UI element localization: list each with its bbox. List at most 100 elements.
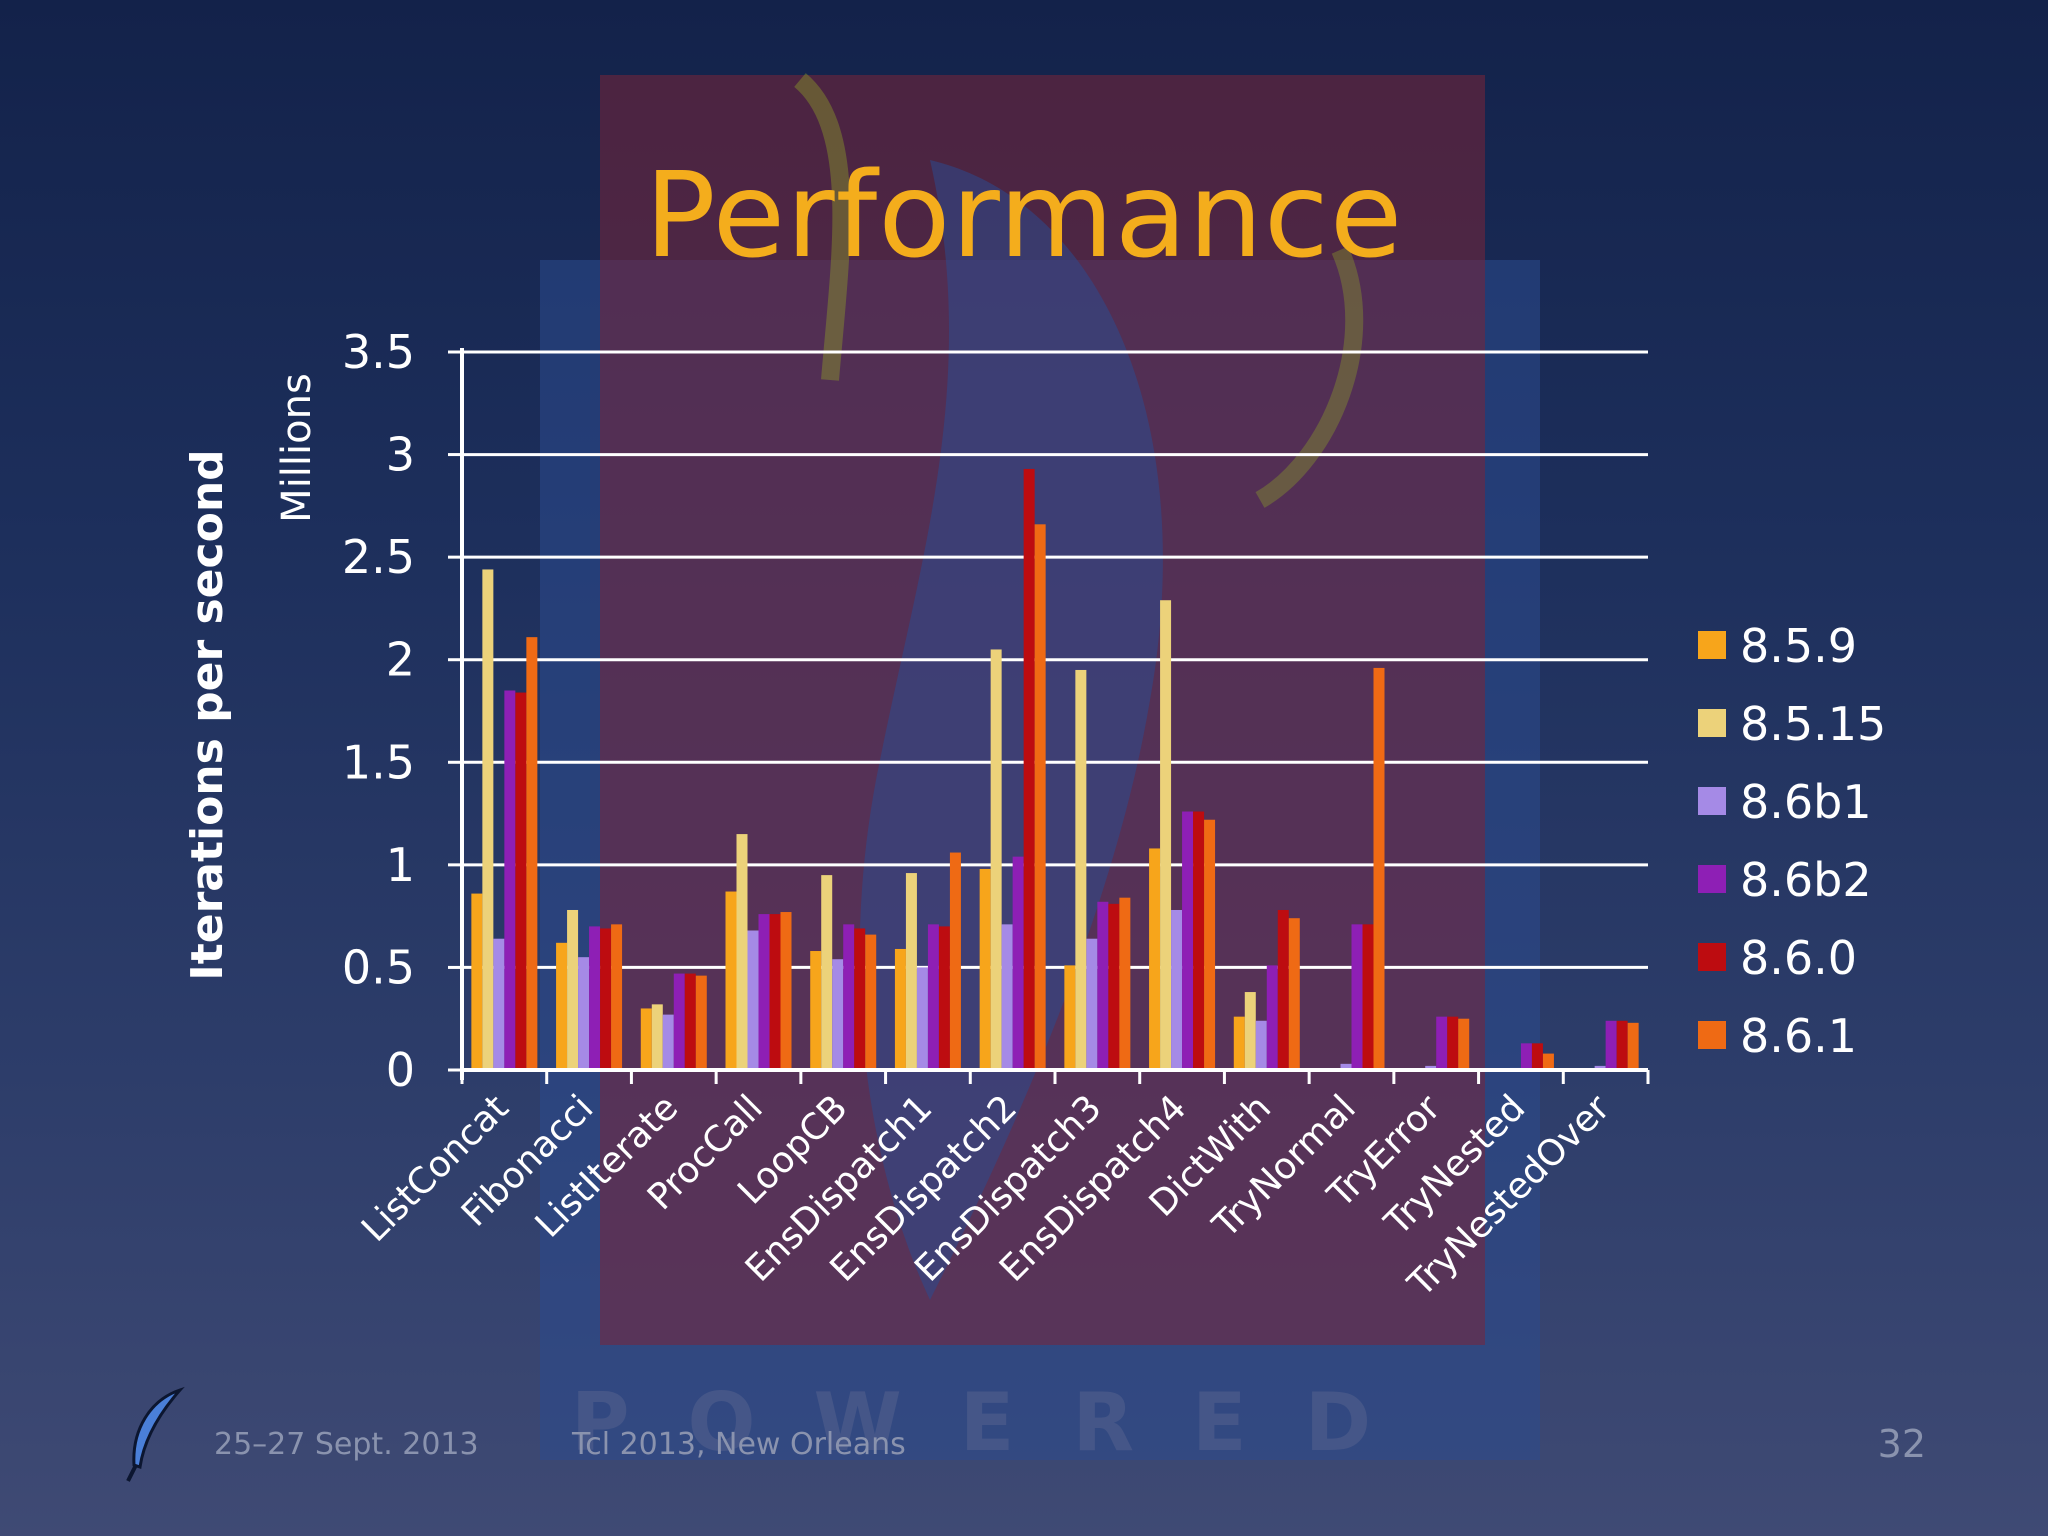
bar	[747, 930, 759, 1070]
y-tick-label: 3	[386, 428, 415, 482]
bar	[905, 873, 917, 1070]
bar	[1086, 938, 1098, 1070]
bar	[1288, 918, 1300, 1070]
y-tick-label: 1.5	[342, 735, 415, 789]
bar	[894, 948, 906, 1070]
bar	[482, 569, 494, 1070]
bar	[758, 914, 770, 1070]
y-tick-label: 2	[386, 633, 415, 687]
legend-swatch	[1698, 865, 1726, 893]
bar	[1064, 965, 1076, 1070]
bar	[979, 868, 991, 1070]
legend-label: 8.5.15	[1740, 697, 1886, 751]
bar	[695, 975, 707, 1070]
bar	[1255, 1020, 1267, 1070]
bar	[1204, 819, 1216, 1070]
y-axis-title: Iterations per second	[182, 449, 233, 980]
y-tick-label: 0.5	[342, 940, 415, 994]
bar	[725, 891, 737, 1070]
legend-swatch	[1698, 631, 1726, 659]
bar	[1351, 924, 1363, 1070]
bar	[1531, 1043, 1543, 1070]
bar	[1594, 1065, 1606, 1070]
bar	[854, 928, 866, 1070]
legend-label: 8.5.9	[1740, 619, 1857, 673]
bar	[780, 912, 792, 1070]
bar	[1244, 992, 1256, 1070]
slide-title: Performance	[644, 146, 1404, 284]
bar	[1458, 1018, 1470, 1070]
bar	[1193, 811, 1205, 1070]
bar	[927, 924, 939, 1070]
bar	[526, 637, 538, 1070]
legend-swatch	[1698, 709, 1726, 737]
bar	[1542, 1053, 1554, 1070]
bar	[1362, 924, 1374, 1070]
bar	[600, 928, 612, 1070]
legend-label: 8.6b2	[1740, 853, 1872, 907]
bar	[769, 914, 781, 1070]
bar	[843, 924, 855, 1070]
bar	[567, 909, 579, 1070]
bar	[1034, 524, 1046, 1070]
watermark-green-stroke-2	[1255, 246, 1364, 508]
legend-label: 8.6.0	[1740, 931, 1857, 985]
bar	[1075, 669, 1087, 1070]
legend: 8.5.9 8.5.15 8.6b1 8.6b2 8.6.0 8.6.1	[1698, 619, 1886, 1063]
bar	[1425, 1065, 1437, 1070]
bar	[1373, 667, 1385, 1070]
bar	[1340, 1063, 1352, 1070]
legend-swatch	[1698, 943, 1726, 971]
bar	[662, 1014, 674, 1070]
bar	[673, 973, 685, 1070]
bar	[1447, 1016, 1459, 1070]
bar	[865, 934, 877, 1070]
bar	[1520, 1043, 1532, 1070]
y-tick-label: 0	[386, 1043, 415, 1097]
bar	[832, 959, 844, 1070]
y-tick-label: 3.5	[342, 325, 415, 379]
slide-number: 32	[1877, 1422, 1926, 1466]
bar	[493, 938, 505, 1070]
bar	[1627, 1022, 1639, 1070]
bar	[1182, 811, 1194, 1070]
bar	[916, 967, 928, 1070]
y-units-label: Millions	[274, 373, 320, 523]
bar	[736, 834, 748, 1070]
bar	[1108, 903, 1120, 1070]
legend-swatch	[1698, 787, 1726, 815]
bar	[1023, 468, 1035, 1071]
bar	[821, 875, 833, 1070]
legend-label: 8.6b1	[1740, 775, 1872, 829]
bar	[684, 973, 696, 1070]
legend-swatch	[1698, 1021, 1726, 1049]
bar	[578, 957, 590, 1070]
watermark-powered-text: POWERED	[571, 1376, 1429, 1469]
bar	[938, 926, 950, 1070]
gridlines: 0 0.5 1 1.5 2 2.5 3 3.5	[342, 325, 1648, 1097]
bar	[1001, 924, 1013, 1070]
bar	[990, 649, 1002, 1070]
feather-icon	[126, 1386, 185, 1482]
bar	[1436, 1016, 1448, 1070]
footer-event: Tcl 2013, New Orleans	[572, 1427, 906, 1462]
bar	[504, 690, 516, 1070]
bar	[471, 893, 483, 1070]
bar	[1266, 965, 1278, 1070]
watermark-green-stroke	[793, 73, 851, 381]
legend-label: 8.6.1	[1740, 1009, 1857, 1063]
bar	[1160, 600, 1172, 1070]
bar	[1012, 856, 1024, 1070]
y-tick-label: 2.5	[342, 530, 415, 584]
bar	[556, 942, 568, 1070]
bar	[810, 951, 822, 1070]
y-tick-label: 1	[386, 838, 415, 892]
bar	[651, 1004, 663, 1070]
bar	[1616, 1020, 1628, 1070]
bar	[1605, 1020, 1617, 1070]
bars	[471, 468, 1639, 1071]
bar	[1277, 909, 1289, 1070]
bar	[1119, 897, 1131, 1070]
bar	[949, 852, 961, 1070]
